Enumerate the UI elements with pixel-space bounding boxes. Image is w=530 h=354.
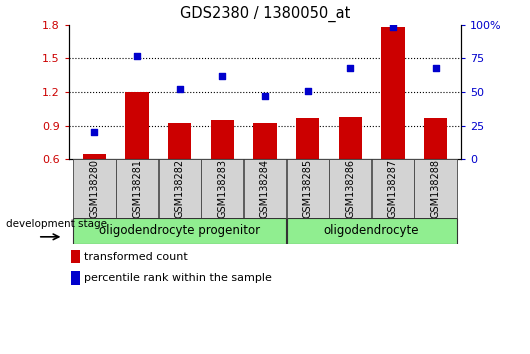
Bar [424,118,447,227]
Bar [116,159,158,218]
Point [261,93,269,99]
Bar [158,159,201,218]
Bar [73,159,116,218]
Bar [210,120,234,227]
Bar [329,159,372,218]
Point [303,88,312,93]
Bar [71,250,80,263]
Bar [381,27,404,227]
Bar [414,159,457,218]
Text: GSM138280: GSM138280 [90,159,100,218]
Bar [126,92,149,227]
Bar [339,117,362,227]
Text: oligodendrocyte progenitor: oligodendrocyte progenitor [99,224,260,238]
Point [90,130,99,135]
Text: GSM138286: GSM138286 [345,159,355,218]
Text: GSM138288: GSM138288 [430,159,440,218]
Text: GSM138285: GSM138285 [303,159,313,218]
Title: GDS2380 / 1380050_at: GDS2380 / 1380050_at [180,6,350,22]
Bar [71,271,80,285]
Point [175,86,184,92]
Text: transformed count: transformed count [84,252,188,262]
Text: percentile rank within the sample: percentile rank within the sample [84,273,272,283]
Text: oligodendrocyte: oligodendrocyte [324,224,419,238]
Text: GSM138287: GSM138287 [388,159,398,218]
Bar [296,118,320,227]
Text: GSM138282: GSM138282 [175,159,185,218]
Bar [287,159,329,218]
Text: GSM138281: GSM138281 [132,159,142,218]
Point [388,25,397,30]
Bar [201,159,243,218]
Point [218,73,227,79]
Point [346,65,355,71]
Bar [168,124,191,227]
Bar [244,159,286,218]
Text: development stage: development stage [5,219,107,229]
Bar [73,218,286,244]
Bar [83,154,106,227]
Bar [372,159,414,218]
Text: GSM138284: GSM138284 [260,159,270,218]
Point [431,65,440,71]
Bar [287,218,457,244]
Text: GSM138283: GSM138283 [217,159,227,218]
Point [133,53,142,58]
Bar [253,124,277,227]
